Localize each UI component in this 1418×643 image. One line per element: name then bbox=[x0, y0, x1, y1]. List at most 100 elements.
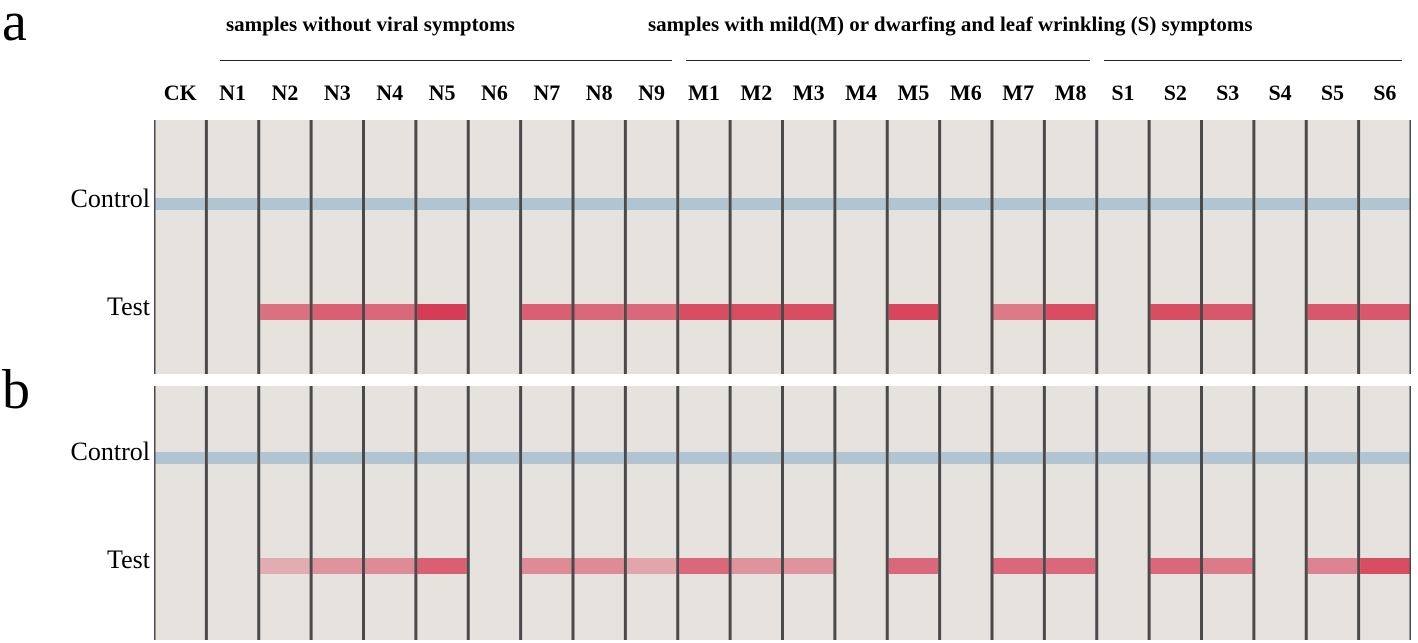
control-line bbox=[836, 198, 886, 210]
lane-label-s2: S2 bbox=[1163, 80, 1187, 105]
strip-photo-b bbox=[154, 386, 1411, 640]
strip-s4 bbox=[1255, 386, 1305, 640]
strip-n1 bbox=[207, 386, 258, 640]
control-line bbox=[312, 452, 362, 464]
group-rule-m bbox=[686, 60, 1090, 61]
group-rule-s bbox=[1104, 60, 1402, 61]
strip-n6 bbox=[469, 386, 520, 640]
control-line bbox=[731, 452, 781, 464]
control-label-a: Control bbox=[70, 184, 150, 213]
control-line bbox=[574, 198, 624, 210]
control-line bbox=[1360, 198, 1410, 210]
lane-label-s1: S1 bbox=[1111, 80, 1135, 105]
test-line bbox=[522, 558, 572, 574]
strip-m3 bbox=[784, 120, 834, 374]
strip-n8 bbox=[574, 120, 624, 374]
control-line bbox=[1150, 198, 1200, 210]
control-line bbox=[626, 198, 677, 210]
control-line bbox=[1045, 452, 1096, 464]
lane-label-n4: N4 bbox=[376, 80, 404, 105]
lane-label-n9: N9 bbox=[638, 80, 666, 105]
lane-label-m8: M8 bbox=[1054, 80, 1087, 105]
test-line bbox=[888, 304, 939, 320]
test-line bbox=[1045, 304, 1096, 320]
control-line bbox=[679, 452, 729, 464]
control-line bbox=[888, 452, 939, 464]
strip-m8 bbox=[1045, 386, 1096, 640]
strip-m3 bbox=[784, 386, 834, 640]
control-line bbox=[626, 452, 677, 464]
test-line bbox=[312, 304, 362, 320]
lane-label-n2: N2 bbox=[271, 80, 299, 105]
strip-n2 bbox=[260, 120, 310, 374]
strip-n7 bbox=[522, 386, 572, 640]
strip-s5 bbox=[1307, 120, 1358, 374]
test-line bbox=[1045, 558, 1096, 574]
control-line bbox=[1203, 198, 1253, 210]
control-line bbox=[417, 198, 467, 210]
strip-s3 bbox=[1203, 386, 1253, 640]
lane-label-m5: M5 bbox=[897, 80, 930, 105]
test-line bbox=[1360, 558, 1410, 574]
lane-label-ck: CK bbox=[163, 80, 197, 105]
strip-n2 bbox=[260, 386, 310, 640]
strip-n7 bbox=[522, 120, 572, 374]
test-line bbox=[365, 558, 415, 574]
control-line bbox=[1360, 452, 1410, 464]
group-title-with-symptoms: samples with mild(M) or dwarfing and lea… bbox=[648, 12, 1253, 36]
lane-label-n5: N5 bbox=[428, 80, 456, 105]
strip-n5 bbox=[417, 120, 467, 374]
strip-s6 bbox=[1360, 120, 1410, 374]
test-line bbox=[574, 304, 624, 320]
test-label-b: Test bbox=[107, 545, 150, 574]
control-line bbox=[1098, 452, 1148, 464]
control-line bbox=[469, 198, 520, 210]
control-line bbox=[574, 452, 624, 464]
strip-m5 bbox=[888, 386, 939, 640]
panel-letter-b: b bbox=[2, 359, 30, 421]
test-line bbox=[1203, 558, 1253, 574]
control-line bbox=[365, 452, 415, 464]
strip-s2 bbox=[1150, 386, 1200, 640]
test-line bbox=[626, 304, 677, 320]
control-line bbox=[1150, 452, 1200, 464]
test-line bbox=[260, 304, 310, 320]
strip-ck bbox=[155, 120, 205, 374]
test-line bbox=[365, 304, 415, 320]
control-line bbox=[260, 198, 310, 210]
control-line bbox=[260, 452, 310, 464]
panel-letter-a: a bbox=[2, 0, 27, 53]
control-line bbox=[1203, 452, 1253, 464]
control-line bbox=[312, 198, 362, 210]
test-line bbox=[731, 558, 781, 574]
control-line bbox=[1255, 198, 1305, 210]
lane-label-s3: S3 bbox=[1216, 80, 1240, 105]
strip-ck bbox=[155, 386, 205, 640]
photo-background bbox=[154, 386, 1411, 640]
lane-label-m2: M2 bbox=[740, 80, 773, 105]
strip-m7 bbox=[993, 120, 1043, 374]
strip-m4 bbox=[836, 120, 886, 374]
control-line bbox=[1307, 452, 1358, 464]
strip-m8 bbox=[1045, 120, 1096, 374]
control-line bbox=[207, 452, 258, 464]
test-line bbox=[417, 304, 467, 320]
strip-s5 bbox=[1307, 386, 1358, 640]
test-line bbox=[784, 304, 834, 320]
lane-label-n7: N7 bbox=[533, 80, 561, 105]
strip-m6 bbox=[941, 120, 991, 374]
strip-n9 bbox=[626, 386, 677, 640]
test-line bbox=[1203, 304, 1253, 320]
strip-n4 bbox=[365, 120, 415, 374]
control-line bbox=[1255, 452, 1305, 464]
test-line bbox=[312, 558, 362, 574]
control-line bbox=[941, 452, 991, 464]
lane-label-n8: N8 bbox=[585, 80, 613, 105]
control-line bbox=[155, 198, 205, 210]
strip-n5 bbox=[417, 386, 467, 640]
test-line bbox=[1150, 304, 1200, 320]
lane-label-s4: S4 bbox=[1268, 80, 1292, 105]
test-label-a: Test bbox=[107, 292, 150, 321]
strip-m2 bbox=[731, 120, 781, 374]
lane-label-m1: M1 bbox=[688, 80, 720, 105]
